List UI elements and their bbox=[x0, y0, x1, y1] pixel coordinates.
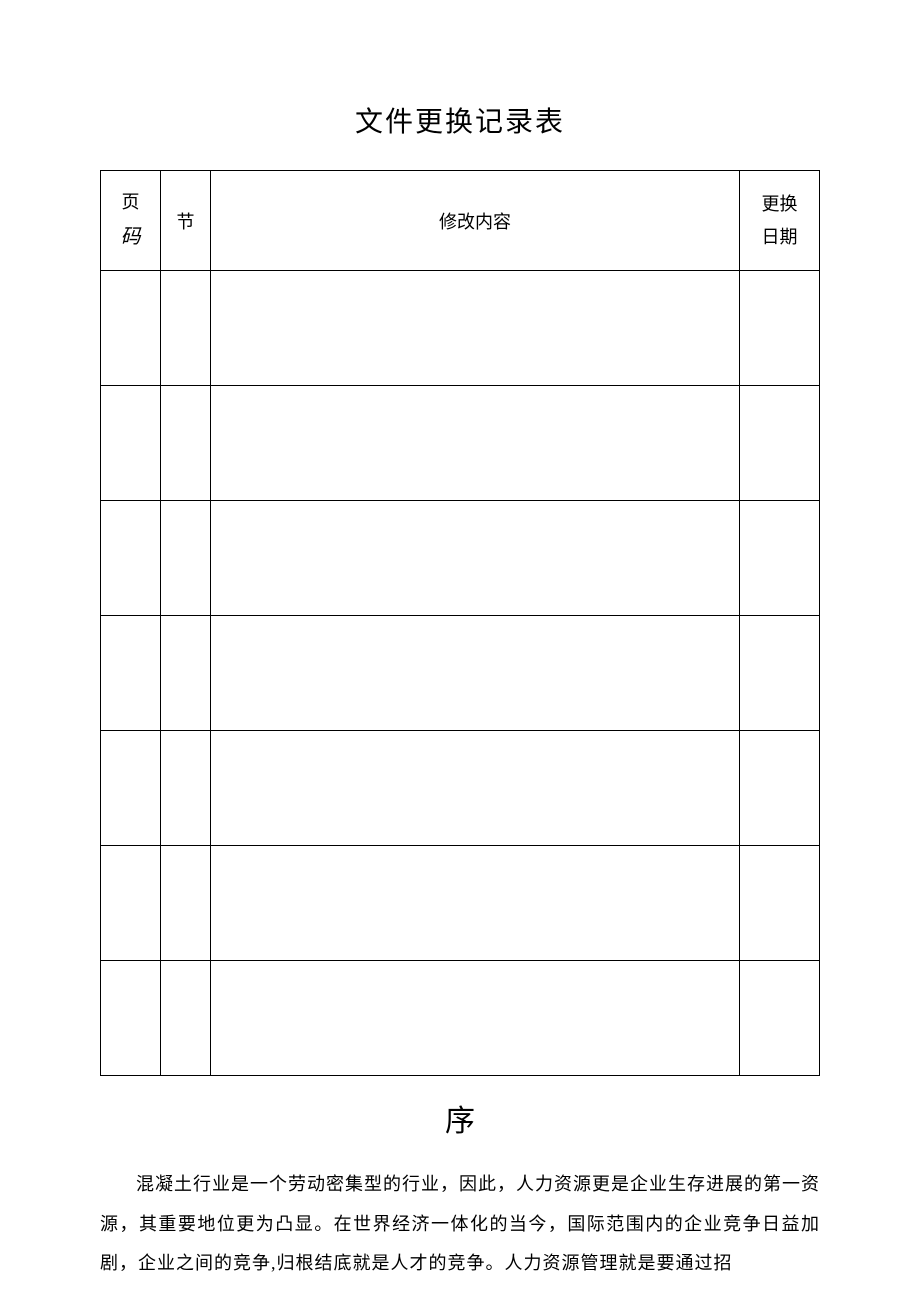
cell-section bbox=[161, 731, 211, 846]
header-page-line1: 页 bbox=[105, 186, 156, 218]
table-row bbox=[101, 961, 820, 1076]
cell-page bbox=[101, 731, 161, 846]
cell-content bbox=[211, 386, 740, 501]
cell-section bbox=[161, 271, 211, 386]
table-row bbox=[101, 386, 820, 501]
cell-content bbox=[211, 846, 740, 961]
cell-page bbox=[101, 386, 161, 501]
header-page-line2: 码 bbox=[105, 219, 156, 255]
header-page: 页 码 bbox=[101, 171, 161, 271]
cell-page bbox=[101, 961, 161, 1076]
cell-page bbox=[101, 616, 161, 731]
cell-section bbox=[161, 616, 211, 731]
cell-date bbox=[740, 846, 820, 961]
table-row bbox=[101, 501, 820, 616]
cell-content bbox=[211, 616, 740, 731]
table-row bbox=[101, 731, 820, 846]
cell-page bbox=[101, 501, 161, 616]
cell-page bbox=[101, 846, 161, 961]
table-row bbox=[101, 271, 820, 386]
cell-page bbox=[101, 271, 161, 386]
cell-section bbox=[161, 846, 211, 961]
body-paragraph: 混凝土行业是一个劳动密集型的行业，因此，人力资源更是企业生存进展的第一资源，其重… bbox=[100, 1165, 820, 1284]
header-content: 修改内容 bbox=[211, 171, 740, 271]
change-record-table: 页 码 节 修改内容 更换 日期 bbox=[100, 170, 820, 1076]
cell-content bbox=[211, 271, 740, 386]
cell-content bbox=[211, 961, 740, 1076]
header-date-line2: 日期 bbox=[744, 221, 815, 253]
cell-date bbox=[740, 731, 820, 846]
cell-section bbox=[161, 961, 211, 1076]
cell-section bbox=[161, 501, 211, 616]
table-row bbox=[101, 846, 820, 961]
cell-section bbox=[161, 386, 211, 501]
header-date-line1: 更换 bbox=[744, 188, 815, 220]
section-subtitle: 序 bbox=[100, 1096, 820, 1140]
cell-date bbox=[740, 271, 820, 386]
table-row bbox=[101, 616, 820, 731]
cell-date bbox=[740, 386, 820, 501]
cell-content bbox=[211, 731, 740, 846]
cell-date bbox=[740, 616, 820, 731]
table-header-row: 页 码 节 修改内容 更换 日期 bbox=[101, 171, 820, 271]
cell-date bbox=[740, 501, 820, 616]
cell-content bbox=[211, 501, 740, 616]
document-title: 文件更换记录表 bbox=[100, 100, 820, 140]
header-date: 更换 日期 bbox=[740, 171, 820, 271]
cell-date bbox=[740, 961, 820, 1076]
header-section: 节 bbox=[161, 171, 211, 271]
